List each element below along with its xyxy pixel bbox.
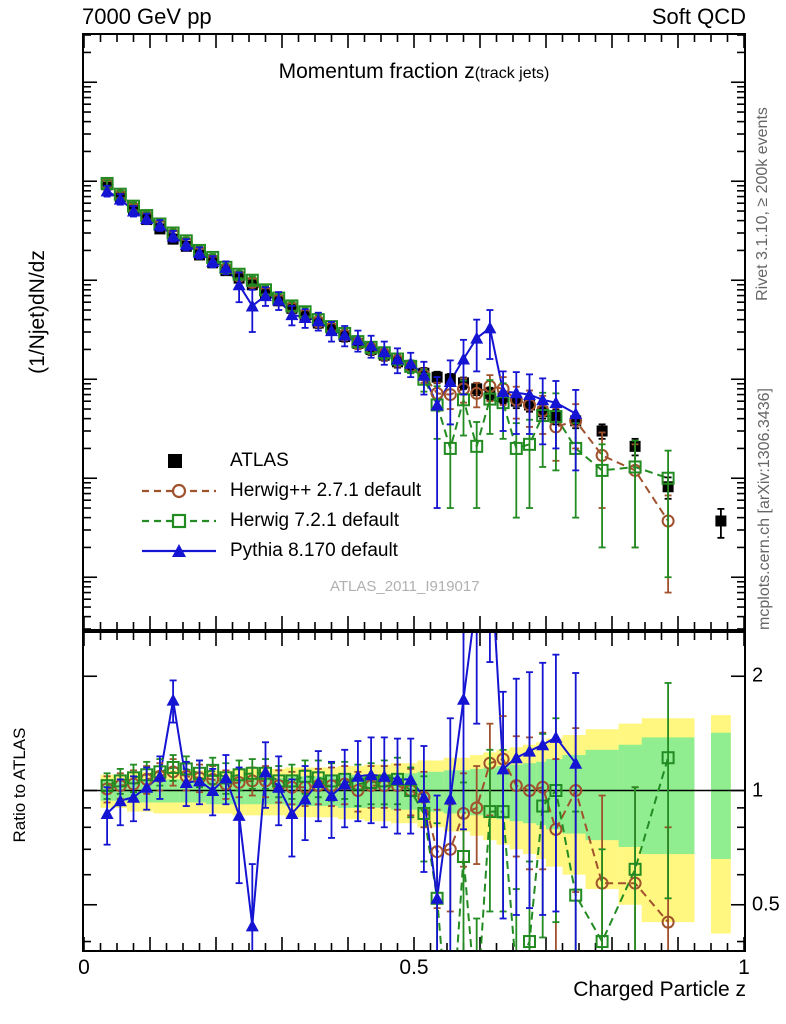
legend-key-pythia8: [140, 540, 218, 562]
legend-item-pythia8: Pythia 8.170 default: [140, 536, 421, 566]
ratio-ytick-label-right: 0.5: [752, 893, 780, 916]
x-tick-label: 0: [78, 956, 90, 979]
legend-label-herwig7: Herwig 7.2.1 default: [230, 510, 399, 531]
legend-label-herwigpp: Herwig++ 2.7.1 default: [230, 480, 422, 501]
mcplots-source-note: mcplots.cern.ch [arXiv:1306.3436]: [756, 388, 773, 630]
legend-label-pythia8: Pythia 8.170 default: [230, 540, 398, 561]
header-beam-energy: 7000 GeV pp: [82, 4, 212, 29]
legend-key-herwig7: [140, 510, 218, 532]
x-tick-label: 1: [738, 956, 750, 979]
plot-title: Momentum fraction z(track jets): [82, 60, 746, 84]
legend-item-atlas: ATLAS: [140, 446, 421, 476]
analysis-watermark: ATLAS_2011_I919017: [330, 578, 480, 595]
x-tick-label: 0.5: [399, 956, 429, 979]
legend-item-herwig7: Herwig 7.2.1 default: [140, 506, 421, 536]
main-plot-canvas: [84, 35, 744, 629]
plot-title-subtext: (track jets): [474, 65, 550, 82]
rivet-version-note: Rivet 3.1.10, ≥ 200k events: [754, 107, 771, 301]
plot-title-text: Momentum fraction z: [278, 60, 475, 83]
main-y-axis-label: (1/Njet)dN/dz: [26, 250, 49, 374]
main-plot-panel: [82, 33, 746, 631]
legend-key-herwigpp: [140, 480, 218, 502]
legend-key-atlas: [140, 450, 218, 472]
ratio-ytick-label-right: 1: [752, 779, 764, 801]
ratio-ytick-label-right: 2: [752, 664, 764, 687]
x-axis-label: Charged Particle z: [573, 978, 746, 1001]
ratio-plot-canvas: [84, 633, 744, 950]
ratio-y-axis-label: Ratio to ATLAS: [10, 727, 29, 843]
legend-item-herwigpp: Herwig++ 2.7.1 default: [140, 476, 421, 506]
header-process: Soft QCD: [651, 4, 746, 29]
ratio-plot-panel: [82, 631, 746, 952]
legend-label-atlas: ATLAS: [230, 450, 289, 471]
legend: ATLAS Herwig++ 2.7.1 default Herwig 7.2.…: [140, 446, 421, 566]
